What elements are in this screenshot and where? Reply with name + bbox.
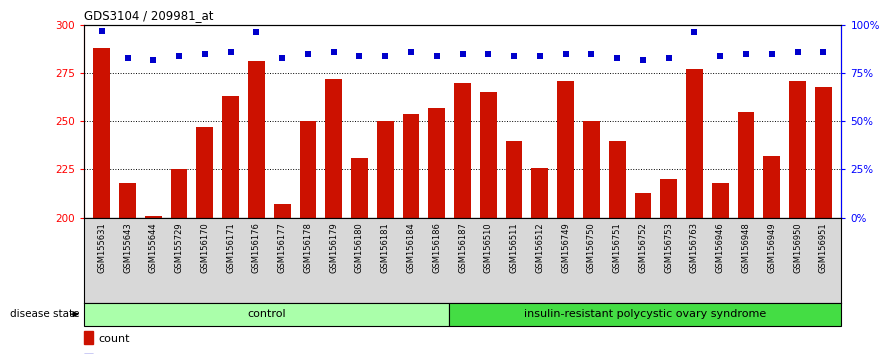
- Bar: [764, 156, 781, 218]
- Bar: [686, 69, 703, 218]
- Bar: [351, 158, 368, 218]
- Point: [687, 30, 701, 35]
- Point: [197, 51, 211, 57]
- Bar: [428, 108, 445, 218]
- Point: [739, 51, 753, 57]
- Point: [172, 53, 186, 58]
- Point: [817, 49, 831, 55]
- Bar: [583, 121, 600, 218]
- Point: [533, 53, 547, 58]
- Text: GSM156512: GSM156512: [536, 222, 544, 273]
- Text: GSM155643: GSM155643: [123, 222, 132, 273]
- Text: GSM156948: GSM156948: [742, 222, 751, 273]
- Text: GSM156170: GSM156170: [200, 222, 210, 273]
- Bar: [144, 216, 161, 218]
- Bar: [377, 121, 394, 218]
- Point: [765, 51, 779, 57]
- Point: [327, 49, 341, 55]
- Text: GSM156180: GSM156180: [355, 222, 364, 273]
- Bar: [325, 79, 342, 218]
- Point: [481, 51, 495, 57]
- Point: [352, 53, 366, 58]
- Point: [584, 51, 598, 57]
- Text: GSM155631: GSM155631: [97, 222, 107, 273]
- Bar: [789, 81, 806, 218]
- Text: count: count: [99, 333, 130, 344]
- Text: GSM156187: GSM156187: [458, 222, 467, 273]
- Text: GSM156753: GSM156753: [664, 222, 673, 273]
- Point: [378, 53, 392, 58]
- Text: GSM156763: GSM156763: [690, 222, 699, 273]
- Bar: [248, 62, 264, 218]
- Point: [790, 49, 804, 55]
- Text: GSM156177: GSM156177: [278, 222, 286, 273]
- Bar: [119, 183, 136, 218]
- Bar: [506, 141, 522, 218]
- Point: [249, 30, 263, 35]
- Point: [224, 49, 238, 55]
- Bar: [93, 48, 110, 218]
- Bar: [661, 179, 677, 218]
- Bar: [712, 183, 729, 218]
- Text: GSM155729: GSM155729: [174, 222, 183, 273]
- Text: GSM156749: GSM156749: [561, 222, 570, 273]
- Text: GSM156511: GSM156511: [509, 222, 519, 273]
- Point: [146, 57, 160, 62]
- Point: [300, 51, 315, 57]
- Bar: [531, 167, 548, 218]
- Point: [559, 51, 573, 57]
- Point: [507, 53, 522, 58]
- Point: [636, 57, 650, 62]
- Text: insulin-resistant polycystic ovary syndrome: insulin-resistant polycystic ovary syndr…: [524, 309, 766, 319]
- Bar: [634, 193, 651, 218]
- Point: [94, 28, 108, 33]
- Bar: [449, 303, 841, 326]
- Point: [430, 53, 444, 58]
- Bar: [454, 82, 471, 218]
- Bar: [84, 331, 93, 344]
- Point: [121, 55, 135, 61]
- Text: GSM156951: GSM156951: [818, 222, 828, 273]
- Text: control: control: [248, 309, 286, 319]
- Bar: [558, 81, 574, 218]
- Text: GSM156950: GSM156950: [793, 222, 802, 273]
- Text: GSM156184: GSM156184: [406, 222, 416, 273]
- Text: GSM156178: GSM156178: [303, 222, 313, 273]
- Text: GDS3104 / 209981_at: GDS3104 / 209981_at: [84, 9, 213, 22]
- Text: GSM156949: GSM156949: [767, 222, 776, 273]
- Text: GSM156750: GSM156750: [587, 222, 596, 273]
- Bar: [609, 141, 626, 218]
- Text: GSM156752: GSM156752: [639, 222, 648, 273]
- Bar: [300, 121, 316, 218]
- Text: GSM156186: GSM156186: [433, 222, 441, 273]
- Text: GSM156751: GSM156751: [612, 222, 622, 273]
- Text: GSM156946: GSM156946: [715, 222, 725, 273]
- Text: GSM156181: GSM156181: [381, 222, 389, 273]
- Bar: [815, 86, 832, 218]
- Text: GSM156171: GSM156171: [226, 222, 235, 273]
- Bar: [480, 92, 497, 218]
- Text: GSM156510: GSM156510: [484, 222, 492, 273]
- Point: [662, 55, 676, 61]
- Text: GSM155644: GSM155644: [149, 222, 158, 273]
- Text: GSM156176: GSM156176: [252, 222, 261, 273]
- Point: [611, 55, 625, 61]
- Point: [275, 55, 289, 61]
- Text: GSM156179: GSM156179: [329, 222, 338, 273]
- Bar: [84, 303, 449, 326]
- Point: [403, 49, 418, 55]
- Bar: [222, 96, 239, 218]
- Point: [455, 51, 470, 57]
- Bar: [171, 170, 188, 218]
- Bar: [737, 112, 754, 218]
- Text: disease state: disease state: [10, 309, 79, 319]
- Bar: [274, 204, 291, 218]
- Bar: [196, 127, 213, 218]
- Bar: [403, 114, 419, 218]
- Point: [714, 53, 728, 58]
